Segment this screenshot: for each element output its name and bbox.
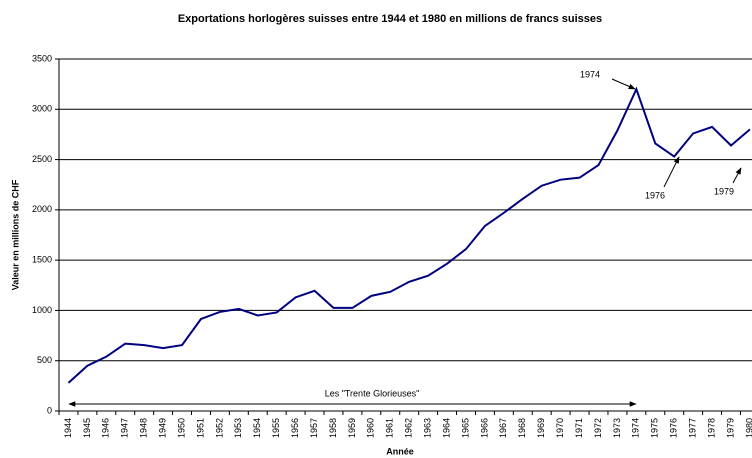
y-tick-label: 1500 (32, 255, 52, 265)
x-tick-label: 1972 (593, 418, 603, 438)
x-tick-label: 1944 (63, 418, 73, 438)
x-tick-label: 1957 (309, 418, 319, 438)
y-axis-title: Valeur en millions de CHF (10, 179, 20, 290)
x-tick-label: 1951 (195, 418, 205, 438)
x-tick-label: 1950 (176, 418, 186, 438)
y-tick-label: 1000 (32, 305, 52, 315)
x-tick-label: 1962 (404, 418, 414, 438)
x-tick-label: 1958 (328, 418, 338, 438)
data-line (67, 86, 751, 384)
x-tick-label: 1969 (536, 418, 546, 438)
x-tick-label: 1959 (347, 418, 357, 438)
x-tick-label: 1968 (517, 418, 527, 438)
x-tick-label: 1964 (441, 418, 451, 438)
y-tick-label: 2000 (32, 204, 52, 214)
x-axis-title: Année (386, 446, 414, 456)
x-tick-label: 1966 (479, 418, 489, 438)
annotation-arrow (663, 156, 680, 188)
annotation: 1979 (714, 186, 734, 196)
x-tick-label: 1955 (271, 418, 281, 438)
x-tick-label: 1974 (631, 418, 641, 438)
x-tick-label: 1976 (669, 418, 679, 438)
x-tick-label: 1970 (555, 418, 565, 438)
x-tick-label: 1948 (139, 418, 149, 438)
y-tick-label: 3000 (32, 104, 52, 114)
x-tick-label: 1965 (460, 418, 470, 438)
x-tick-label: 1946 (101, 418, 111, 438)
x-tick-label: 1952 (214, 418, 224, 438)
annotation: 1974 (580, 69, 600, 79)
x-tick-label: 1961 (385, 418, 395, 438)
annotation: 1976 (645, 190, 665, 200)
annotation-arrow (611, 78, 636, 90)
x-tick-label: 1953 (233, 418, 243, 438)
x-tick-label: 1954 (252, 418, 262, 438)
chart-title: Exportations horlogères suisses entre 19… (178, 13, 602, 25)
x-tick-label: 1977 (688, 418, 698, 438)
annotation: Les "Trente Glorieuses" (325, 388, 420, 398)
x-tick-label: 1963 (423, 418, 433, 438)
x-tick-label: 1979 (725, 418, 735, 438)
x-tick-label: 1949 (157, 418, 167, 438)
y-tick-label: 3500 (32, 53, 52, 63)
x-tick-label: 1956 (290, 418, 300, 438)
annotation-arrow (732, 167, 742, 184)
x-tick-label: 1945 (82, 418, 92, 438)
x-tick-label: 1980 (744, 418, 752, 438)
y-tick-label: 500 (37, 355, 52, 365)
x-tick-label: 1967 (498, 418, 508, 438)
x-tick-label: 1973 (612, 418, 622, 438)
y-tick-label: 2500 (32, 154, 52, 164)
x-tick-label: 1978 (706, 418, 716, 438)
x-tick-label: 1960 (366, 418, 376, 438)
x-tick-label: 1947 (120, 418, 130, 438)
x-tick-label: 1971 (574, 418, 584, 438)
x-tick-label: 1975 (650, 418, 660, 438)
y-tick-label: 0 (47, 405, 52, 415)
